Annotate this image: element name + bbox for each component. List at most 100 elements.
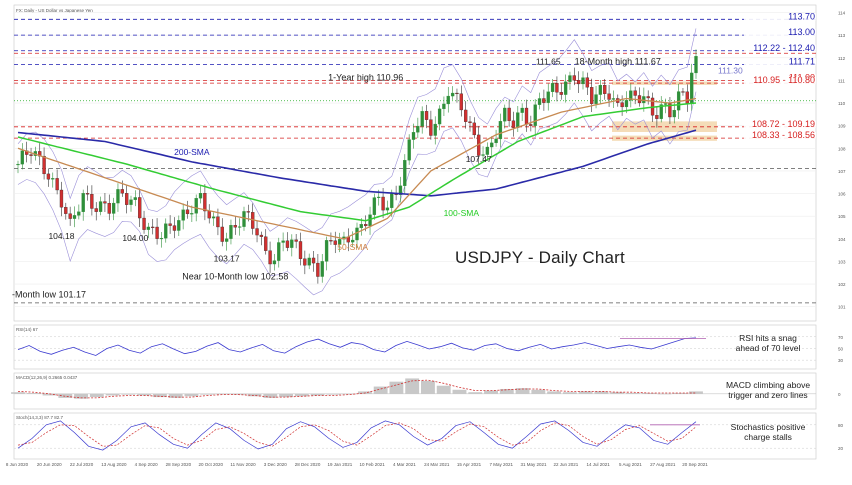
x-tick-label: 20 Oct 2020 xyxy=(198,462,223,467)
x-tick-label: 8 Jun 2020 xyxy=(6,462,29,467)
x-tick-label: 13 Aug 2020 xyxy=(101,462,127,467)
candle-body xyxy=(537,98,542,105)
x-tick-label: 27 Aug 2021 xyxy=(650,462,676,467)
macd-bar xyxy=(657,393,672,395)
candle-body xyxy=(546,91,550,103)
candle-body xyxy=(64,207,68,214)
macd-bar xyxy=(184,393,199,397)
price-annotation: -Month low 101.17 xyxy=(12,290,86,300)
candle-body xyxy=(377,196,381,198)
rsi-line xyxy=(17,337,697,356)
stoch-k-line xyxy=(17,420,697,451)
candle-body xyxy=(16,163,20,166)
candle-body xyxy=(329,240,333,242)
candle-body xyxy=(485,146,490,155)
candle-body xyxy=(568,75,572,82)
candle-body xyxy=(542,98,546,103)
candle-body xyxy=(303,258,307,266)
candle-body xyxy=(437,108,442,125)
candle-body xyxy=(351,239,355,243)
macd-bar xyxy=(11,392,25,394)
candle-body xyxy=(672,109,676,118)
candle-body xyxy=(77,211,81,216)
candle-body xyxy=(264,236,268,251)
candle-body xyxy=(524,107,529,125)
candle-body xyxy=(337,239,342,245)
level-label: 108.33 - 108.56 xyxy=(752,130,815,140)
macd-bar xyxy=(74,393,89,399)
y-tick-label: 102 xyxy=(838,282,846,287)
candle-body xyxy=(94,208,98,212)
macd-bar xyxy=(515,388,530,394)
candle-body xyxy=(663,103,668,105)
price-annotation: 111.65 xyxy=(536,57,561,67)
candle-body xyxy=(81,193,85,212)
candle-body xyxy=(468,121,472,124)
candle-body xyxy=(607,93,611,100)
macd-bar xyxy=(26,393,41,394)
candle-body xyxy=(185,209,190,215)
candle-body xyxy=(307,257,311,266)
macd-bar xyxy=(421,380,435,394)
macd-tick-label: 0 xyxy=(838,392,841,397)
macd-bar xyxy=(468,392,483,394)
candle-body xyxy=(594,94,598,104)
y-tick-label: 103 xyxy=(838,259,846,264)
candle-body xyxy=(46,173,51,180)
level-label-bg xyxy=(744,29,816,37)
x-tick-label: 28 Dec 2020 xyxy=(295,462,321,467)
x-tick-label: 4 Mar 2021 xyxy=(393,462,416,467)
panel-frames xyxy=(13,4,817,460)
candle-body xyxy=(277,242,281,261)
y-tick-label: 109 xyxy=(838,124,846,129)
candle-body xyxy=(90,194,94,209)
macd-bar xyxy=(137,393,152,396)
price-annotation: 103.17 xyxy=(214,253,240,263)
candle-body xyxy=(550,83,555,92)
rsi-annotation: RSI hits a snag xyxy=(739,333,797,343)
x-tick-label: 22 Jun 2021 xyxy=(553,462,578,467)
macd-bar xyxy=(499,388,514,394)
candle-body xyxy=(681,91,685,93)
price-annotation: 107.47 xyxy=(466,154,492,164)
candle-body xyxy=(155,226,159,239)
candle-body xyxy=(298,241,303,259)
candle-body xyxy=(181,209,185,221)
macd-signal-line xyxy=(17,379,696,399)
candle-body xyxy=(381,196,385,211)
stoch-tick-label: 80 xyxy=(838,423,844,428)
x-tick-label: 10 Feb 2021 xyxy=(360,462,386,467)
candle-body xyxy=(464,109,468,122)
candle-body xyxy=(655,115,659,119)
candle-body xyxy=(503,107,507,122)
stoch-annotation: Stochastics positive xyxy=(731,422,806,432)
candle-body xyxy=(620,102,624,108)
annotations: 111.30 18-Month high 111.67 111.65 1-Year h… xyxy=(12,57,743,300)
candle-body xyxy=(311,257,316,264)
candle-body xyxy=(481,154,485,156)
macd-bar xyxy=(373,386,388,394)
sma-50-line xyxy=(17,97,697,240)
macd-bar xyxy=(562,392,577,394)
candle-body xyxy=(429,119,433,136)
level-label: 113.70 xyxy=(788,11,815,21)
candle-body xyxy=(529,124,533,126)
macd-bar xyxy=(673,393,688,394)
candle-body xyxy=(55,178,59,191)
candle-body xyxy=(372,197,377,215)
candle-body xyxy=(129,199,133,205)
candle-body xyxy=(20,150,24,165)
candle-body xyxy=(229,225,233,239)
macd-bar xyxy=(89,393,104,398)
macd-bar xyxy=(152,393,167,398)
candle-body xyxy=(577,80,581,85)
macd-bar xyxy=(247,393,262,397)
level-label: 112.22 - 112.40 xyxy=(753,43,815,53)
x-tick-label: 20 Sep 2021 xyxy=(682,462,708,467)
rsi-tick-label: 50 xyxy=(838,346,844,351)
candle-body xyxy=(442,103,446,110)
macd-bar xyxy=(547,391,562,394)
candle-body xyxy=(190,213,194,215)
candle-body xyxy=(624,100,629,108)
